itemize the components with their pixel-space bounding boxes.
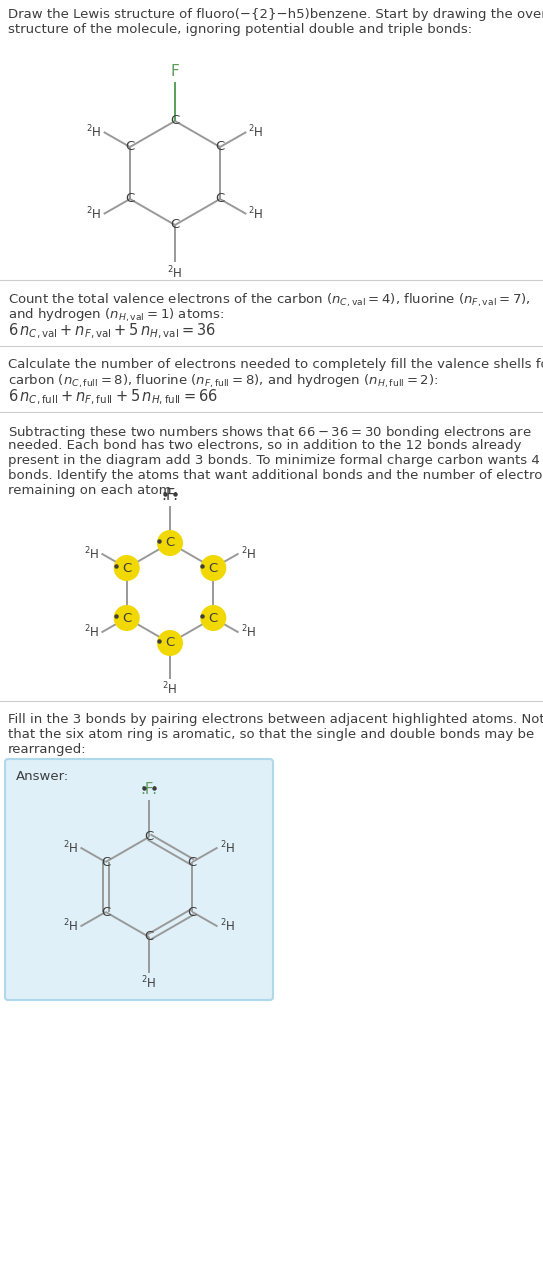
Text: C: C [122,562,131,574]
Text: :F:: :F: [141,782,157,798]
Text: C: C [209,612,218,625]
Text: F: F [171,64,179,80]
Text: C: C [166,636,175,650]
Text: Subtracting these two numbers shows that $66 - 36 = 30$ bonding electrons are: Subtracting these two numbers shows that… [8,424,532,440]
Text: C: C [188,856,197,868]
Circle shape [157,530,183,557]
Text: C: C [144,930,154,944]
Text: C: C [216,140,225,154]
Text: C: C [144,830,154,843]
Text: Answer:: Answer: [16,770,70,782]
Circle shape [113,604,140,631]
Text: rearranged:: rearranged: [8,743,87,756]
Circle shape [200,555,226,581]
Text: structure of the molecule, ignoring potential double and triple bonds:: structure of the molecule, ignoring pote… [8,23,472,37]
Text: :F:: :F: [161,488,179,504]
Text: bonds. Identify the atoms that want additional bonds and the number of electrons: bonds. Identify the atoms that want addi… [8,469,543,482]
Text: C: C [101,856,110,868]
Text: $^2$H: $^2$H [86,124,102,140]
Text: and hydrogen ($n_{H,\mathrm{val}} = 1$) atoms:: and hydrogen ($n_{H,\mathrm{val}} = 1$) … [8,307,224,324]
Text: $^2$H: $^2$H [84,625,99,641]
Text: $^2$H: $^2$H [63,839,79,856]
Text: that the six atom ring is aromatic, so that the single and double bonds may be: that the six atom ring is aromatic, so t… [8,728,534,741]
Text: $^2$H: $^2$H [248,124,263,140]
Text: Draw the Lewis structure of fluoro(−{2}−h5)benzene. Start by drawing the overall: Draw the Lewis structure of fluoro(−{2}−… [8,8,543,21]
Text: Count the total valence electrons of the carbon ($n_{C,\mathrm{val}} = 4$), fluo: Count the total valence electrons of the… [8,292,531,309]
Text: remaining on each atom:: remaining on each atom: [8,485,176,497]
Text: needed. Each bond has two electrons, so in addition to the 12 bonds already: needed. Each bond has two electrons, so … [8,439,521,452]
Text: C: C [188,906,197,919]
Text: C: C [209,562,218,574]
Text: $6\,n_{C,\mathrm{val}} + n_{F,\mathrm{val}} + 5\,n_{H,\mathrm{val}} = 36$: $6\,n_{C,\mathrm{val}} + n_{F,\mathrm{va… [8,322,216,341]
Text: Calculate the number of electrons needed to completely fill the valence shells f: Calculate the number of electrons needed… [8,358,543,371]
Text: $^2$H: $^2$H [219,839,235,856]
Text: C: C [216,193,225,206]
Text: C: C [122,612,131,625]
Text: C: C [101,906,110,919]
Text: $^2$H: $^2$H [86,206,102,222]
Text: C: C [171,218,180,231]
Text: C: C [125,140,135,154]
Text: $^2$H: $^2$H [167,265,182,281]
Text: $^2$H: $^2$H [141,976,157,992]
Circle shape [157,630,183,656]
FancyBboxPatch shape [5,758,273,1000]
Text: $^2$H: $^2$H [241,545,256,562]
Text: C: C [166,536,175,549]
Text: present in the diagram add 3 bonds. To minimize formal charge carbon wants 4: present in the diagram add 3 bonds. To m… [8,454,540,467]
Circle shape [113,555,140,581]
Text: $6\,n_{C,\mathrm{full}} + n_{F,\mathrm{full}} + 5\,n_{H,\mathrm{full}} = 66$: $6\,n_{C,\mathrm{full}} + n_{F,\mathrm{f… [8,387,218,408]
Text: $^2$H: $^2$H [162,681,178,698]
Text: Fill in the 3 bonds by pairing electrons between adjacent highlighted atoms. Not: Fill in the 3 bonds by pairing electrons… [8,713,543,726]
Text: C: C [125,193,135,206]
Text: C: C [171,115,180,127]
Circle shape [200,604,226,631]
Text: carbon ($n_{C,\mathrm{full}} = 8$), fluorine ($n_{F,\mathrm{full}} = 8$), and hy: carbon ($n_{C,\mathrm{full}} = 8$), fluo… [8,374,438,390]
Text: $^2$H: $^2$H [241,625,256,641]
Text: $^2$H: $^2$H [84,545,99,562]
Text: $^2$H: $^2$H [248,206,263,222]
Text: $^2$H: $^2$H [219,917,235,935]
Text: $^2$H: $^2$H [63,917,79,935]
